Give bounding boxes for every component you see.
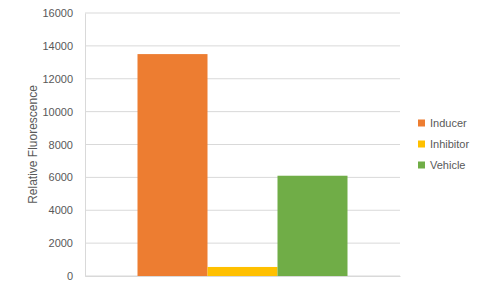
y-tick: 12000 — [42, 73, 85, 85]
y-tick: 2000 — [49, 237, 85, 249]
y-tick-label: 12000 — [42, 73, 73, 85]
legend: Inducer Inhibitor Vehicle — [418, 117, 469, 171]
y-tick: 16000 — [42, 7, 85, 19]
grid-line — [85, 13, 400, 14]
x-axis — [86, 276, 401, 278]
x-axis-line — [86, 276, 401, 277]
y-tick: 6000 — [49, 171, 85, 183]
y-tick-label: 6000 — [49, 171, 73, 183]
legend-label: Inhibitor — [430, 138, 469, 150]
bar — [208, 267, 278, 276]
grid-line — [85, 243, 400, 244]
y-axis: 0 2000 4000 6000 8000 10000 12000 14000 16000 — [42, 7, 85, 282]
y-axis-title: Relative Fluorescence — [26, 85, 40, 204]
grid-line — [85, 111, 400, 112]
grid-line — [85, 45, 400, 46]
legend-label: Inducer — [430, 117, 467, 129]
y-tick: 8000 — [49, 139, 85, 151]
y-tick: 4000 — [49, 204, 85, 216]
y-tick-label: 2000 — [49, 237, 73, 249]
y-tick-label: 16000 — [42, 7, 73, 19]
grid-line — [85, 78, 400, 79]
y-tick: 10000 — [42, 106, 85, 118]
legend-swatch — [418, 120, 425, 127]
y-tick: 14000 — [42, 40, 85, 52]
legend-label: Vehicle — [430, 159, 465, 171]
plot: 0 2000 4000 6000 8000 10000 12000 14000 16000 — [42, 7, 400, 282]
legend-swatch — [418, 141, 425, 148]
bar — [138, 54, 208, 276]
grid-line — [85, 144, 400, 145]
grid — [85, 13, 400, 276]
chart: 0 2000 4000 6000 8000 10000 12000 14000 16000 Rel… — [0, 0, 483, 292]
y-tick-label: 8000 — [49, 139, 73, 151]
y-tick-label: 10000 — [42, 106, 73, 118]
grid-line — [85, 210, 400, 211]
legend-swatch — [418, 162, 425, 169]
legend-item: Vehicle — [418, 159, 465, 171]
y-tick-label: 4000 — [49, 204, 73, 216]
grid-line — [85, 177, 400, 178]
bars — [138, 54, 348, 276]
y-axis-line — [85, 14, 86, 277]
y-tick: 0 — [67, 270, 85, 282]
legend-item: Inducer — [418, 117, 467, 129]
y-tick-label: 0 — [67, 270, 73, 282]
y-tick-label: 14000 — [42, 40, 73, 52]
bar — [278, 176, 348, 276]
legend-item: Inhibitor — [418, 138, 469, 150]
